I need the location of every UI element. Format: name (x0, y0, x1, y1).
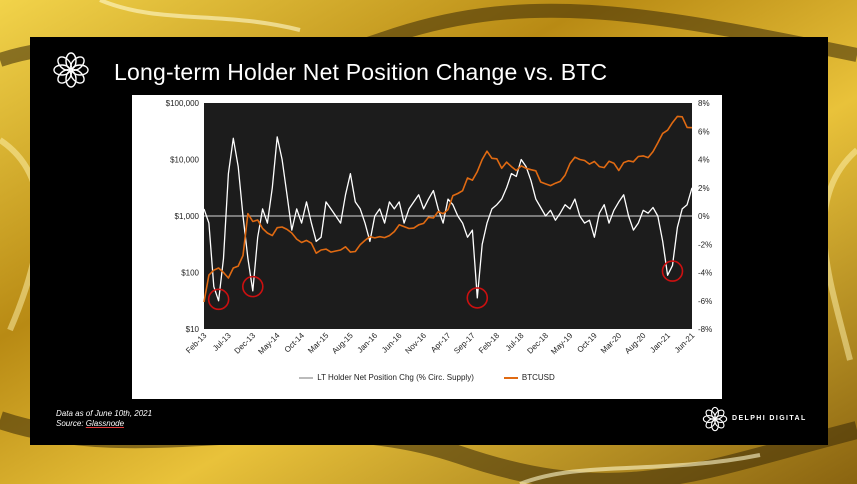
x-tick-label: May-14 (256, 331, 282, 357)
right-tick-label: 2% (698, 184, 710, 193)
x-tick-label: May-19 (549, 331, 575, 357)
chart-svg: $100,000 $10,000 $1,000 $100 $10 8% 6% 4% 2% 0% -2… (166, 99, 713, 357)
delphi-brand-logo-icon (702, 406, 728, 432)
highlight-circle (207, 288, 230, 311)
right-tick-label: 0% (698, 212, 710, 221)
series-line-btcusd (203, 115, 693, 303)
left-tick-label: $10 (186, 325, 200, 334)
source-prefix: Source: (56, 419, 86, 428)
x-tick-label: Dec-13 (233, 331, 258, 356)
x-tick-label: Mar-15 (306, 331, 331, 356)
left-tick-label: $1,000 (175, 212, 200, 221)
x-tick-label: Jan-16 (356, 331, 380, 355)
left-tick-label: $100 (181, 269, 199, 278)
legend-label-btc: BTCUSD (521, 373, 555, 382)
x-tick-label: Jan-21 (648, 331, 672, 355)
highlight-circle (661, 260, 684, 282)
chart-panel: $100,000 $10,000 $1,000 $100 $10 8% 6% 4% 2% 0% -2… (132, 95, 722, 399)
legend-swatch-lth (299, 376, 314, 379)
highlight-circle (466, 287, 489, 309)
x-tick-label: Aug-15 (330, 331, 355, 356)
x-tick-label: Nov-16 (403, 331, 428, 356)
source-note: Source: Glassnode (56, 419, 152, 429)
right-tick-label: -2% (698, 240, 712, 249)
right-tick-label: 6% (698, 127, 710, 136)
x-tick-label: Aug-20 (623, 331, 648, 356)
right-tick-label: 4% (698, 156, 710, 165)
x-tick-label: Jun-16 (380, 331, 404, 355)
legend-swatch-btc (503, 376, 518, 379)
legend-label-lth: LT Holder Net Position Chg (% Circ. Supp… (317, 373, 474, 382)
right-tick-label: -6% (698, 297, 712, 306)
highlight-circle (242, 275, 264, 298)
x-tick-label: Oct-14 (283, 331, 307, 355)
x-tick-label: Oct-19 (575, 331, 599, 355)
right-tick-label: -4% (698, 269, 712, 278)
x-tick-label: Jul-13 (211, 331, 233, 353)
page-title: Long-term Holder Net Position Change vs.… (114, 59, 608, 85)
x-tick-label: Jun-21 (673, 331, 697, 355)
x-tick-label: Apr-17 (429, 331, 453, 355)
x-tick-label: Dec-18 (525, 331, 550, 356)
slide: Long-term Holder Net Position Change vs.… (30, 37, 828, 445)
chart-legend: LT Holder Net Position Chg (% Circ. Supp… (132, 373, 722, 382)
x-tick-label: Mar-20 (599, 331, 624, 356)
right-tick-label: -8% (698, 325, 712, 334)
brand-name: DELPHI DIGITAL (732, 415, 807, 422)
left-tick-label: $10,000 (170, 156, 199, 165)
x-tick-label: Feb-18 (477, 331, 502, 356)
left-tick-label: $100,000 (166, 99, 200, 108)
x-tick-label: Jul-18 (504, 331, 526, 353)
delphi-flower-logo-icon (53, 52, 89, 88)
source-link[interactable]: Glassnode (85, 419, 125, 428)
footer-notes: Data as of June 10th, 2021 Source: Glass… (56, 409, 152, 429)
right-tick-label: 8% (698, 99, 710, 108)
x-tick-label: Sep-17 (452, 331, 477, 356)
x-tick-label: Feb-13 (184, 331, 209, 356)
series-line-lth (203, 136, 693, 302)
data-date-note: Data as of June 10th, 2021 (56, 409, 153, 418)
